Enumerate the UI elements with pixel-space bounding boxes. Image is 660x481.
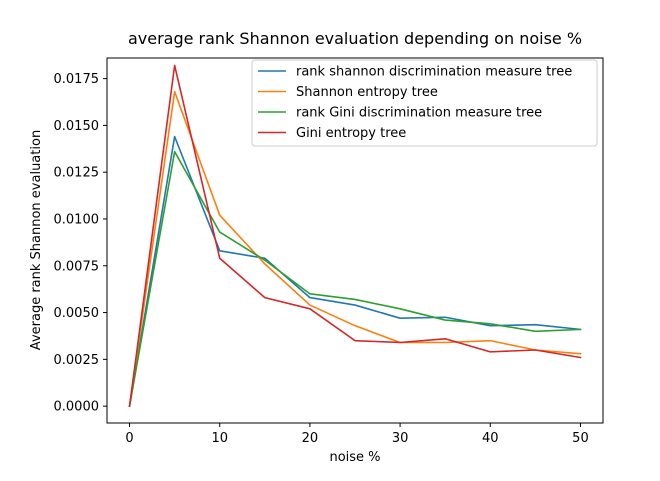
legend-box — [251, 59, 598, 147]
plot-frame — [106, 57, 604, 424]
x-tick-label: 20 — [302, 431, 319, 446]
y-tick-label: 0.0125 — [54, 166, 100, 181]
series-line-4 — [128, 64, 582, 408]
y-axis: 0.0000 0.0025 0.0050 0.0075 0.0100 0.0125 0.01… — [54, 72, 107, 415]
x-tick-label: 50 — [572, 431, 589, 446]
x-tick-label: 0 — [125, 431, 133, 446]
y-tick-label: 0.0100 — [54, 212, 100, 227]
x-tick-label: 30 — [392, 431, 409, 446]
x-axis-label: noise % — [329, 450, 380, 465]
y-tick-label: 0.0025 — [54, 353, 100, 368]
y-tick-label: 0.0050 — [54, 306, 100, 321]
x-tick-label: 10 — [211, 431, 228, 446]
x-axis: 0 10 20 30 40 50 — [125, 423, 589, 446]
series-line-1 — [128, 135, 582, 408]
y-tick-label: 0.0000 — [54, 400, 100, 415]
legend-label-2: Shannon entropy tree — [296, 85, 438, 100]
series-line-2 — [128, 90, 582, 408]
y-axis-label: Average rank Shannon evaluation — [29, 130, 44, 350]
legend: rank shannon discrimination measure tree… — [251, 59, 598, 147]
x-tick-label: 40 — [482, 431, 499, 446]
legend-label-3: rank Gini discrimination measure tree — [296, 106, 542, 121]
legend-label-1: rank shannon discrimination measure tree — [296, 65, 572, 80]
y-tick-label: 0.0075 — [54, 259, 100, 274]
series-layer — [128, 64, 582, 408]
chart-title: average rank Shannon evaluation dependin… — [128, 29, 582, 48]
y-tick-label: 0.0150 — [54, 119, 100, 134]
legend-label-4: Gini entropy tree — [296, 126, 406, 141]
y-tick-label: 0.0175 — [54, 72, 100, 87]
series-line-3 — [128, 150, 582, 408]
